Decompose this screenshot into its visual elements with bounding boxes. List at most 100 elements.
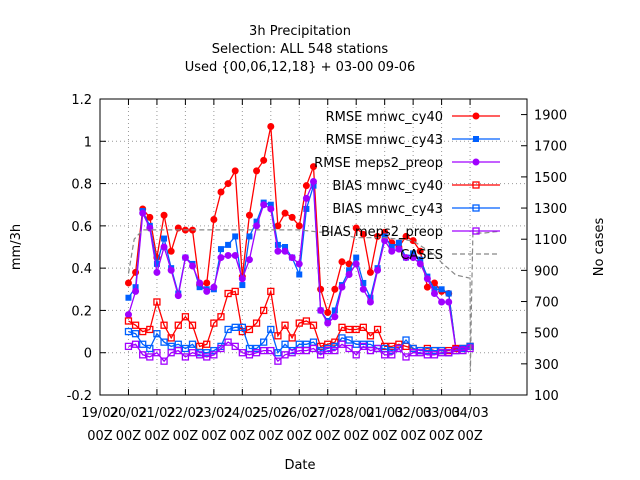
rmse-mnwc-cy40-point (402, 232, 410, 240)
bias-mnwc-cy43-point (139, 340, 147, 348)
bias-meps2-preop-point (395, 344, 403, 353)
x-tick-label-date: 23/02 (195, 406, 232, 421)
bias-mnwc-cy43-point (124, 327, 133, 336)
bias-meps2-preop-point (153, 349, 161, 357)
legend-rmse-meps2-preop-point (472, 158, 480, 166)
rmse-mnwc-cy43-point (417, 256, 424, 263)
rmse-meps2-preop-point (388, 247, 396, 255)
bias-mnwc-cy43-point (131, 330, 140, 338)
rmse-mnwc-cy43-point (381, 233, 388, 240)
bias-meps2-preop-point (139, 351, 147, 359)
bias-mnwc-cy43-point (331, 342, 339, 351)
rmse-meps2-preop-point (224, 251, 232, 259)
y-tick-label: 0.8 (71, 178, 92, 193)
y-tick-label: 0.6 (71, 220, 92, 235)
rmse-mnwc-cy40-point (245, 211, 253, 219)
bias-mnwc-cy43-point (210, 346, 218, 355)
rmse-meps2-preop-point (324, 319, 332, 327)
bias-mnwc-cy40-point (210, 319, 218, 327)
bias-mnwc-cy40-point (181, 313, 190, 321)
rmse-mnwc-cy40-point (253, 167, 261, 175)
bias-meps2-preop-point (423, 351, 432, 359)
rmse-meps2-preop-point (423, 275, 431, 283)
bias-meps2-preop-point (452, 346, 460, 355)
x-tick-label-date: 02/03 (394, 406, 431, 421)
series-layer (124, 122, 499, 372)
rmse-meps2-preop-point (395, 245, 403, 253)
bias-mnwc-cy40-point (217, 313, 225, 321)
x-tick-label-date: 24/02 (224, 406, 261, 421)
rmse-mnwc-cy40-point (281, 209, 289, 217)
bias-meps2-preop-point (381, 351, 389, 359)
rmse-mnwc-cy43-point (196, 284, 203, 291)
rmse-mnwc-cy40-point (160, 211, 168, 219)
plot-frame (99, 98, 528, 396)
x-tick-label-date: 26/02 (281, 406, 318, 421)
bias-meps2-preop-point (245, 351, 254, 359)
rmse-mnwc-cy43-point (239, 282, 246, 289)
rmse-meps2-preop-point (253, 222, 261, 230)
bias-meps2-preop-point (281, 351, 289, 359)
bias-mnwc-cy43-point (402, 336, 410, 344)
grid-lines (100, 99, 527, 395)
chart-title-line-2: Selection: ALL 548 stations (212, 42, 389, 57)
y2-tick-label: 1700 (534, 140, 567, 155)
bias-meps2-preop-point (445, 349, 453, 357)
rmse-meps2-preop-point (245, 256, 253, 264)
rmse-meps2-preop-point (124, 311, 132, 319)
bias-mnwc-cy40-point (167, 334, 175, 342)
rmse-mnwc-cy40-point (366, 268, 374, 276)
legend-label: RMSE meps2_preop (314, 156, 443, 171)
rmse-meps2-preop-point (445, 298, 453, 306)
rmse-meps2-preop-point (132, 287, 140, 295)
chart-title-line-3: Used {00,06,12,18} + 03-00 09-06 (185, 60, 416, 75)
bias-mnwc-cy40-point (373, 325, 382, 334)
rmse-meps2-preop-point (317, 306, 325, 314)
legend-label: BIAS mnwc_cy40 (332, 179, 443, 194)
rmse-meps2-preop-point (203, 287, 211, 295)
y-tick-label: 1 (84, 135, 92, 150)
bias-mnwc-cy40-point (274, 332, 282, 340)
bias-mnwc-cy43-point (224, 325, 232, 334)
legend-entry-rmse-meps2-preop: RMSE meps2_preop (314, 156, 500, 171)
bias-meps2-preop-point (210, 351, 218, 359)
rmse-mnwc-cy43-point (282, 244, 289, 250)
rmse-meps2-preop-point (295, 260, 303, 268)
y-axis-label: mm/3h (9, 224, 24, 270)
x-tick-label-time: 00Z (144, 429, 170, 444)
bias-mnwc-cy43-point (316, 346, 325, 355)
rmse-mnwc-cy43-point (217, 246, 224, 253)
bias-meps2-preop-point (466, 344, 474, 353)
bias-mnwc-cy40-point (388, 342, 396, 351)
rmse-mnwc-cy43-point (225, 241, 232, 248)
bias-mnwc-cy40-point (309, 321, 318, 329)
rmse-meps2-preop-point (310, 177, 317, 185)
bias-mnwc-cy40-point (288, 334, 296, 342)
bias-mnwc-cy40-point (252, 319, 261, 327)
bias-meps2-preop-point (188, 349, 197, 357)
rmse-mnwc-cy40-point (231, 167, 239, 175)
rmse-mnwc-cy40-point (146, 213, 154, 221)
bias-meps2-preop-point (288, 349, 296, 357)
bias-meps2-preop-point (302, 346, 311, 355)
bias-mnwc-cy40-point (146, 325, 154, 334)
rmse-meps2-preop-point (139, 209, 147, 217)
bias-meps2-preop-point (174, 346, 182, 355)
rmse-meps2-preop-point (181, 254, 189, 262)
bias-meps2-preop-point (324, 346, 332, 355)
rmse-mnwc-cy40-point (124, 279, 132, 287)
bias-mnwc-cy40-point (131, 321, 140, 329)
x-tick-label-date: 25/02 (252, 406, 289, 421)
bias-meps2-preop-point (203, 353, 211, 361)
x-tick-label-time: 00Z (457, 429, 483, 444)
rmse-meps2-preop-point (274, 247, 282, 255)
bias-meps2-preop-point (274, 357, 282, 365)
bias-mnwc-cy40-point (203, 340, 211, 348)
x-tick-label-time: 00Z (287, 429, 313, 444)
rmse-mnwc-cy43-point (395, 239, 402, 246)
rmse-meps2-preop-point (430, 290, 438, 298)
bias-mnwc-cy43-point (188, 340, 197, 348)
rmse-mnwc-cy40-point (260, 156, 268, 164)
bias-mnwc-cy40-point (338, 323, 346, 331)
